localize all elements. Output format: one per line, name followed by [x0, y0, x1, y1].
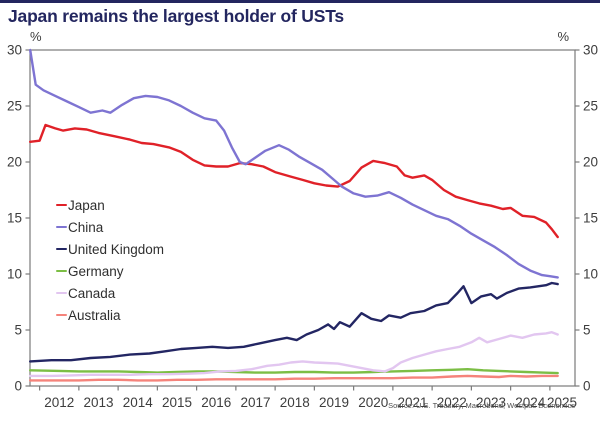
legend-swatch-china	[56, 225, 67, 229]
y-axis-tick-label-right: 30	[583, 43, 598, 58]
y-axis-unit-right: %	[557, 29, 569, 44]
series-line-japan	[29, 123, 559, 239]
chart-legend: Japan China United Kingdom Germany Canad…	[56, 194, 164, 326]
x-axis-tick-label: 2016	[201, 395, 231, 410]
legend-item-united-kingdom: United Kingdom	[56, 238, 164, 260]
y-axis-tick-label-left: 0	[14, 379, 22, 394]
legend-item-china: China	[56, 216, 164, 238]
x-axis-tick-label: 2017	[240, 395, 270, 410]
series-line-china	[29, 48, 559, 279]
x-axis-tick-label: 2019	[319, 395, 349, 410]
series-line-germany	[29, 368, 559, 375]
legend-swatch-canada	[56, 291, 67, 295]
series-line-canada	[29, 331, 559, 378]
x-axis-tick-label: 2018	[280, 395, 310, 410]
x-axis-tick-label: 2024	[515, 395, 546, 410]
y-axis-tick-label-left: 5	[14, 323, 22, 338]
y-axis-tick-label-left: 10	[7, 267, 22, 282]
legend-swatch-japan	[56, 203, 67, 207]
page-title: Japan remains the largest holder of USTs	[8, 6, 344, 26]
series-line-australia	[29, 374, 559, 382]
legend-label-canada: Canada	[68, 285, 116, 301]
y-axis-tick-label-right: 25	[583, 99, 598, 114]
y-axis-tick-label-right: 15	[583, 211, 598, 226]
legend-item-canada: Canada	[56, 282, 164, 304]
legend-label-united-kingdom: United Kingdom	[68, 241, 165, 257]
legend-label-australia: Australia	[68, 307, 121, 323]
y-axis-unit-left: %	[30, 29, 42, 44]
y-axis-tick-label-right: 0	[583, 379, 591, 394]
legend-swatch-germany	[56, 269, 67, 273]
source-note: Source: U.S. Treasury, Macrobond, Westpa…	[388, 401, 575, 410]
x-axis-tick-label: 2021	[397, 395, 427, 410]
y-axis-tick-label-right: 10	[583, 267, 598, 282]
x-axis-tick-label: 2023	[476, 395, 506, 410]
y-axis-tick-label-right: 20	[583, 155, 598, 170]
y-axis-tick-label-left: 20	[7, 155, 22, 170]
y-axis-tick-label-left: 30	[7, 43, 22, 58]
legend-swatch-united-kingdom	[56, 247, 67, 251]
legend-label-china: China	[68, 219, 104, 235]
legend-item-japan: Japan	[56, 194, 164, 216]
x-axis-tick-label: 2013	[83, 395, 113, 410]
legend-item-australia: Australia	[56, 304, 164, 326]
legend-label-japan: Japan	[68, 197, 105, 213]
x-axis-tick-label: 2022	[437, 395, 467, 410]
x-axis-tick-label: 2025	[547, 395, 577, 410]
x-axis-tick-label: 2020	[358, 395, 388, 410]
x-axis-tick-label: 2015	[162, 395, 192, 410]
y-axis-tick-label-left: 25	[7, 99, 22, 114]
y-axis-tick-label-left: 15	[7, 211, 22, 226]
x-axis-tick-label: 2014	[123, 395, 154, 410]
legend-item-germany: Germany	[56, 260, 164, 282]
y-axis-tick-label-right: 5	[583, 323, 591, 338]
legend-label-germany: Germany	[68, 263, 124, 279]
legend-swatch-australia	[56, 313, 67, 317]
x-axis-tick-label: 2012	[44, 395, 74, 410]
top-border-rule	[0, 0, 600, 3]
series-line-united-kingdom	[29, 281, 559, 363]
